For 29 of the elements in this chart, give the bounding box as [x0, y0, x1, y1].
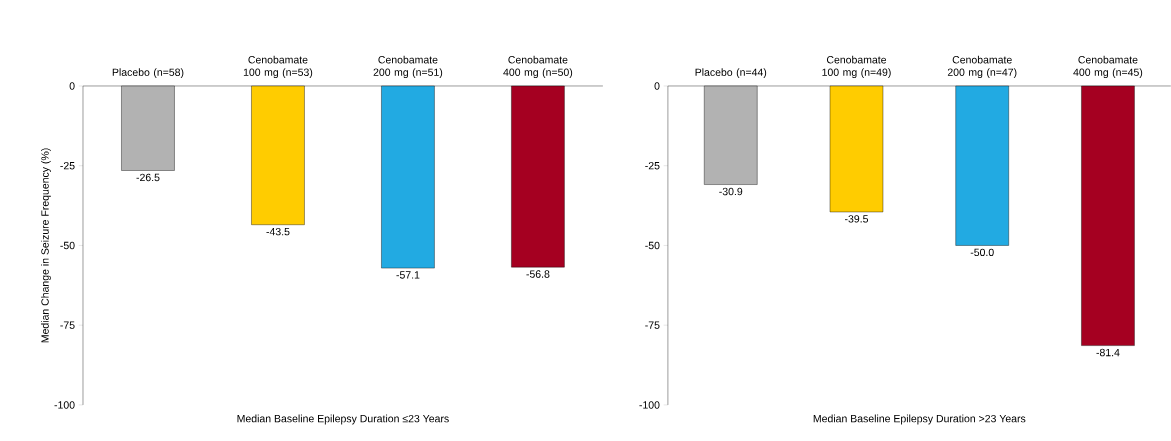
data-label: -26.5: [136, 173, 160, 182]
data-label: -50.0: [970, 248, 994, 257]
y-tick-label: -75: [645, 321, 660, 329]
y-tick-label: -25: [60, 162, 75, 170]
x-tick-label: Cenobamate 200 mg (n=51): [373, 55, 443, 79]
x-tick-label: Cenobamate 200 mg (n=47): [947, 55, 1017, 79]
y-tick-label: -50: [60, 241, 75, 250]
y-tick-label: -100: [639, 401, 660, 409]
y-tick-label: -75: [60, 321, 75, 329]
y-tick-label: 0: [69, 82, 75, 90]
x-tick-label: Cenobamate 100 mg (n=53): [243, 55, 313, 79]
data-label: -30.9: [719, 187, 743, 196]
data-label: -56.8: [526, 270, 550, 278]
data-label: -43.5: [266, 227, 290, 236]
data-label: -81.4: [1096, 348, 1120, 357]
y-tick-label: -100: [54, 401, 75, 409]
x-tick-label: Cenobamate 400 mg (n=50): [503, 55, 573, 79]
x-tick-label: Placebo (n=58): [112, 68, 184, 79]
x-tick-label: Cenobamate 100 mg (n=49): [822, 55, 891, 79]
y-tick-label: -50: [645, 241, 660, 250]
x-axis-title: Median Baseline Epilepsy Duration ≤23 Years: [237, 414, 449, 425]
x-tick-label: Cenobamate 400 mg (n=45): [1073, 55, 1143, 79]
y-tick-label: -25: [645, 162, 660, 170]
x-axis-title: Median Baseline Epilepsy Duration >23 Years: [813, 414, 1026, 425]
x-tick-label: Placebo (n=44): [695, 68, 767, 79]
data-label: -39.5: [844, 215, 869, 223]
y-axis-title: Median Change in Seizure Frequency (%): [41, 148, 51, 343]
data-label: -57.1: [396, 271, 420, 279]
y-tick-label: 0: [654, 82, 660, 90]
